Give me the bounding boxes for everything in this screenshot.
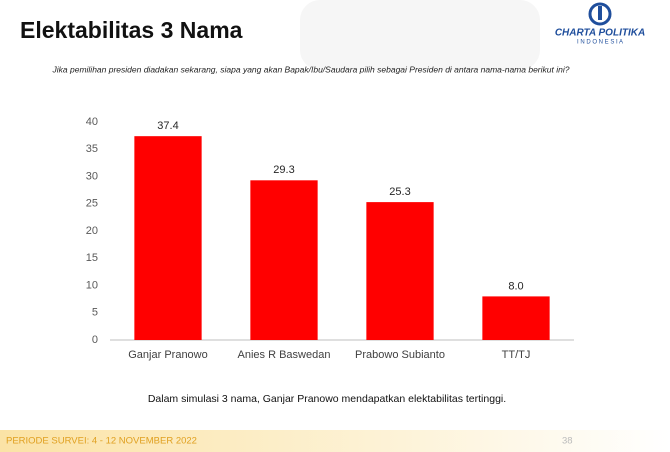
data-label: 37.4 [157,120,178,132]
y-tick-label: 20 [86,225,98,237]
y-tick-label: 25 [86,198,98,210]
bar [366,202,434,340]
y-tick-label: 40 [86,116,98,128]
data-label: 29.3 [273,164,294,176]
x-tick-label: Anies R Baswedan [238,349,331,361]
footer-band [0,430,670,452]
bar [134,136,202,340]
x-tick-label: Prabowo Subianto [355,349,445,361]
y-tick-label: 15 [86,252,98,264]
subtitle: Jika pemilihan presiden diadakan sekaran… [52,64,570,74]
y-tick-label: 30 [86,170,98,182]
footer: PERIODE SURVEI: 4 - 12 NOVEMBER 2022 [6,436,197,447]
chart-title: Elektabilitas 3 Nama [20,17,243,43]
logo: CHARTA POLITIKA I N D O N E S I A [555,2,645,46]
x-tick-label: TT/TJ [502,349,531,361]
page-number: 38 [562,436,573,447]
data-label: 8.0 [508,280,523,292]
map-dots [300,0,540,70]
logo-subtext: I N D O N E S I A [577,40,623,46]
y-tick-label: 0 [92,334,98,346]
y-tick-label: 5 [92,307,98,319]
logo-text: CHARTA POLITIKA [555,28,645,39]
bar [482,296,550,340]
annotation: Dalam simulasi 3 nama, Ganjar Pranowo me… [148,393,506,405]
y-tick-label: 10 [86,279,98,291]
y-tick-label: 35 [86,143,98,155]
bar [250,180,318,340]
data-label: 25.3 [389,186,410,198]
x-tick-label: Ganjar Pranowo [128,349,208,361]
